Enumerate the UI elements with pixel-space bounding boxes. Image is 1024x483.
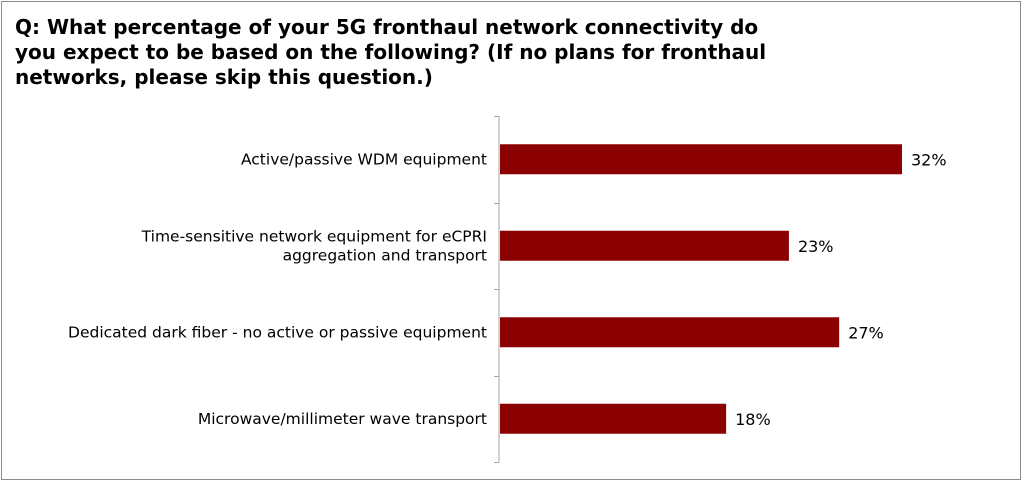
bar: [500, 144, 902, 175]
value-label: 18%: [735, 410, 771, 429]
value-label: 23%: [798, 237, 834, 256]
bar: [500, 403, 727, 434]
category-label-line: Microwave/millimeter wave transport: [198, 410, 487, 428]
category-label: Time-sensitive network equipment for eCP…: [141, 227, 487, 264]
chart-title: Q: What percentage of your 5G fronthaul …: [15, 15, 767, 89]
value-label: 27%: [848, 323, 884, 342]
category-label-line: Active/passive WDM equipment: [241, 150, 487, 168]
category-label: Active/passive WDM equipment: [241, 150, 487, 168]
category-label: Dedicated dark fiber - no active or pass…: [68, 323, 487, 341]
category-label-line: Time-sensitive network equipment for eCP…: [141, 227, 487, 245]
value-label: 32%: [911, 150, 947, 169]
category-label-line: aggregation and transport: [283, 246, 487, 264]
bar: [500, 317, 840, 348]
bar: [500, 230, 789, 261]
category-label-line: Dedicated dark fiber - no active or pass…: [68, 323, 487, 341]
category-label: Microwave/millimeter wave transport: [198, 410, 487, 428]
